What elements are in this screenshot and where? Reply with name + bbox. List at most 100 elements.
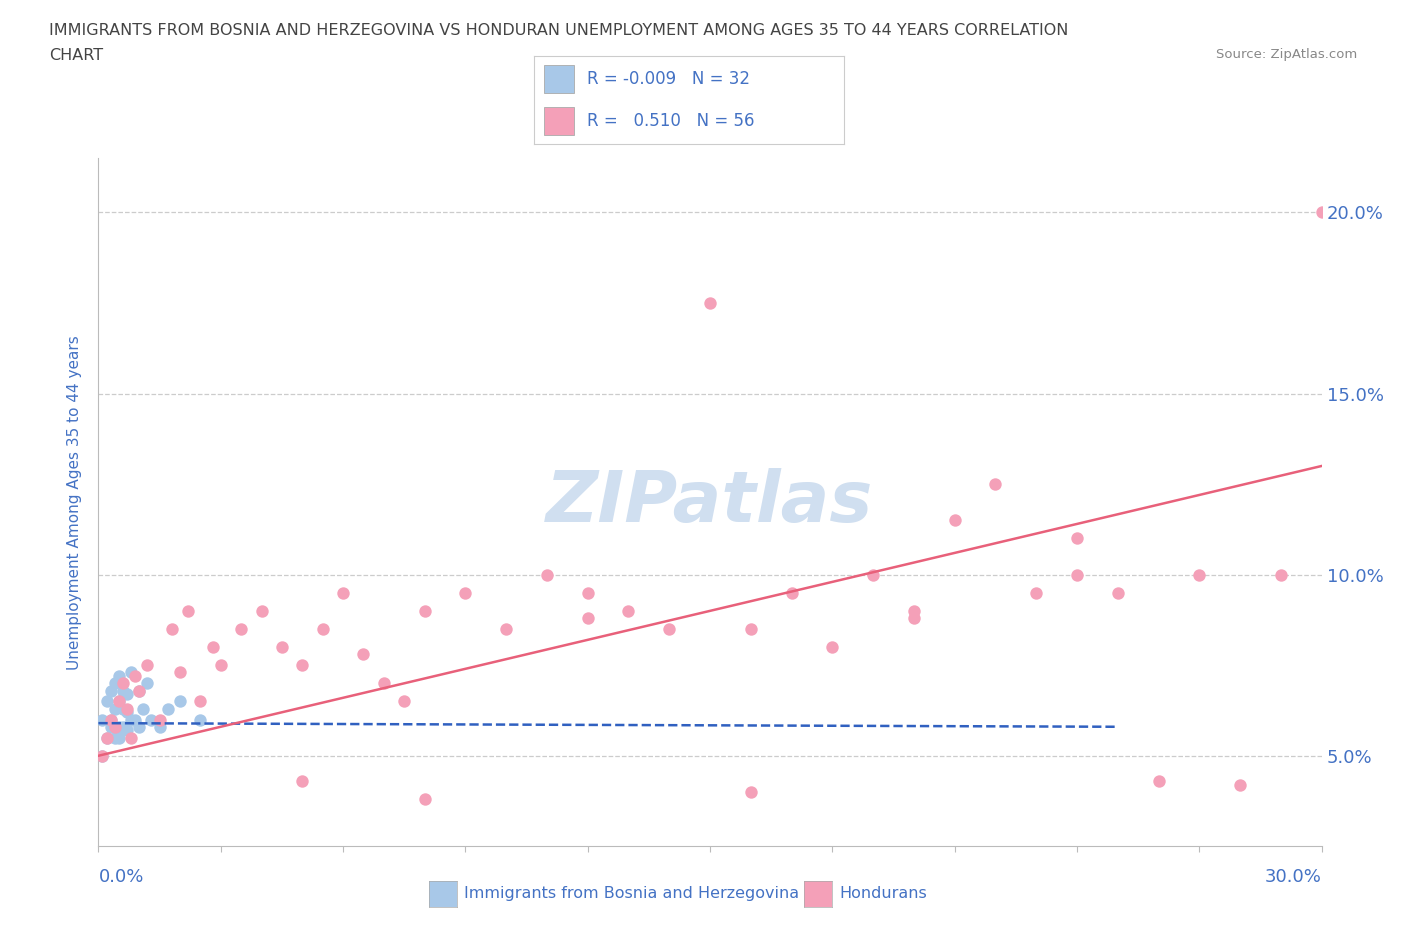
Text: 30.0%: 30.0% — [1265, 868, 1322, 886]
Point — [1066, 531, 1088, 546]
Point — [903, 604, 925, 618]
Point — [169, 665, 191, 680]
Text: IMMIGRANTS FROM BOSNIA AND HERZEGOVINA VS HONDURAN UNEMPLOYMENT AMONG AGES 35 TO: IMMIGRANTS FROM BOSNIA AND HERZEGOVINA V… — [49, 23, 1069, 38]
Point — [136, 658, 159, 672]
Point — [100, 719, 122, 734]
Text: R = -0.009   N = 32: R = -0.009 N = 32 — [586, 70, 749, 87]
Point — [740, 785, 762, 800]
Point — [128, 684, 150, 698]
Point — [740, 621, 762, 636]
Point — [495, 621, 517, 636]
Point — [111, 684, 134, 698]
Point — [91, 712, 114, 727]
Text: 0.0%: 0.0% — [98, 868, 143, 886]
Point — [943, 512, 966, 527]
Point — [454, 585, 477, 600]
Point — [120, 730, 142, 745]
Point — [108, 669, 131, 684]
Point — [658, 621, 681, 636]
Point — [699, 296, 721, 311]
Point — [291, 658, 314, 672]
Point — [332, 585, 354, 600]
Point — [270, 640, 294, 655]
Point — [104, 730, 127, 745]
Point — [373, 676, 395, 691]
Point — [188, 694, 212, 709]
Point — [1229, 777, 1251, 792]
Point — [392, 694, 416, 709]
Point — [104, 676, 127, 691]
Point — [903, 611, 925, 626]
FancyBboxPatch shape — [544, 65, 575, 93]
Text: Immigrants from Bosnia and Herzegovina: Immigrants from Bosnia and Herzegovina — [464, 886, 799, 901]
Point — [862, 567, 884, 582]
Point — [91, 749, 114, 764]
Point — [100, 684, 122, 698]
Point — [149, 719, 172, 734]
Point — [128, 684, 150, 698]
Point — [209, 658, 232, 672]
Point — [115, 723, 138, 737]
Point — [250, 604, 273, 618]
Point — [1310, 205, 1333, 219]
Point — [576, 585, 599, 600]
Point — [120, 712, 142, 727]
Point — [413, 604, 436, 618]
Point — [160, 621, 183, 636]
Point — [108, 694, 131, 709]
Point — [96, 694, 118, 709]
Text: Source: ZipAtlas.com: Source: ZipAtlas.com — [1216, 48, 1357, 61]
Point — [104, 719, 127, 734]
Y-axis label: Unemployment Among Ages 35 to 44 years: Unemployment Among Ages 35 to 44 years — [67, 335, 83, 670]
Point — [177, 604, 200, 618]
Point — [1066, 567, 1088, 582]
Point — [231, 621, 253, 636]
Point — [111, 701, 134, 716]
Point — [188, 712, 212, 727]
Point — [115, 686, 138, 701]
Point — [111, 719, 134, 734]
FancyBboxPatch shape — [544, 107, 575, 136]
Point — [1147, 774, 1170, 789]
Point — [141, 712, 163, 727]
Point — [96, 730, 118, 745]
Point — [120, 665, 142, 680]
Point — [124, 669, 146, 684]
Point — [201, 640, 224, 655]
Point — [413, 791, 436, 806]
Point — [291, 774, 314, 789]
Point — [156, 701, 179, 716]
Point — [1270, 567, 1292, 582]
Point — [111, 676, 134, 691]
Text: CHART: CHART — [49, 48, 103, 63]
Point — [617, 604, 640, 618]
Point — [312, 621, 335, 636]
Point — [576, 611, 599, 626]
Point — [91, 749, 114, 764]
Point — [96, 730, 118, 745]
Point — [1107, 585, 1129, 600]
Point — [115, 701, 138, 716]
Point — [128, 719, 150, 734]
Point — [821, 640, 844, 655]
Point — [1188, 567, 1211, 582]
Point — [984, 477, 1007, 492]
Point — [149, 712, 172, 727]
Point — [108, 719, 131, 734]
Text: Hondurans: Hondurans — [839, 886, 927, 901]
Point — [352, 647, 374, 662]
Text: R =   0.510   N = 56: R = 0.510 N = 56 — [586, 113, 755, 130]
Point — [124, 712, 146, 727]
Text: ZIPatlas: ZIPatlas — [547, 468, 873, 537]
Point — [108, 730, 131, 745]
Point — [104, 701, 127, 716]
Point — [536, 567, 558, 582]
Point — [169, 694, 191, 709]
Point — [108, 694, 131, 709]
Point — [132, 701, 155, 716]
Point — [100, 712, 122, 727]
Point — [136, 676, 159, 691]
Point — [1025, 585, 1047, 600]
Point — [115, 705, 138, 720]
Point — [780, 585, 803, 600]
